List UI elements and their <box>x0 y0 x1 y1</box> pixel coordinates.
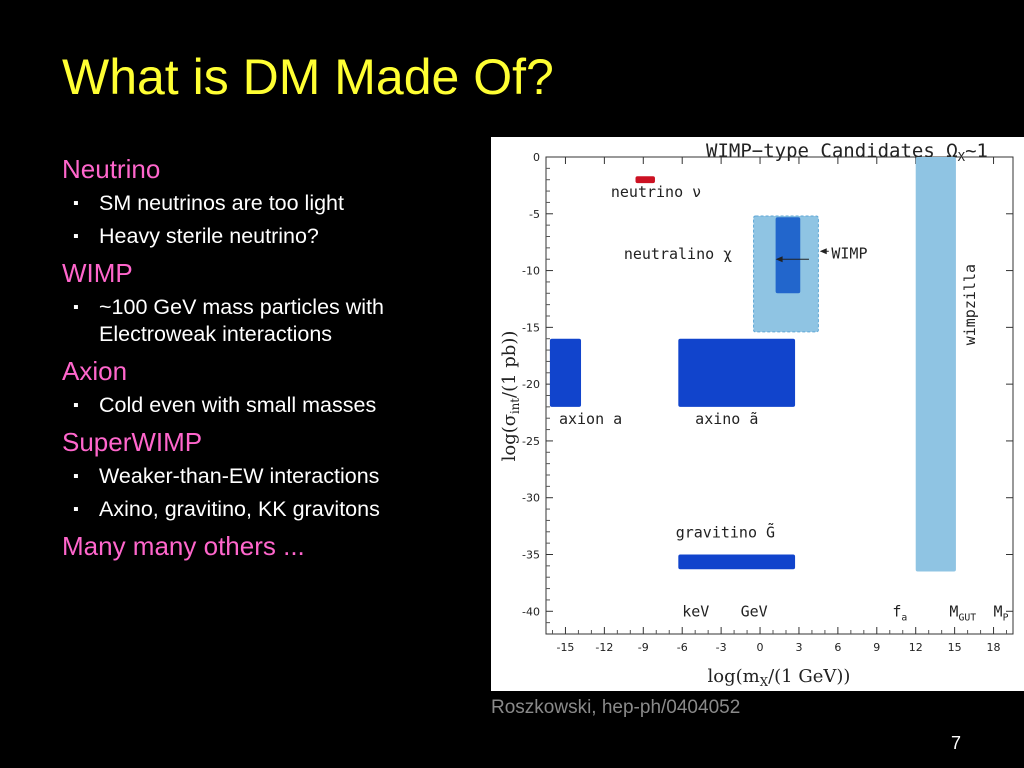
page-number: 7 <box>951 733 962 753</box>
section-title: Neutrino <box>62 154 161 184</box>
y-tick-label: -10 <box>522 265 540 278</box>
x-tick-label: 18 <box>987 641 1001 654</box>
region-label-gravitino: gravitino G̃ <box>676 523 775 542</box>
region-axion <box>549 338 582 407</box>
annotation-4: MGUT <box>949 602 976 623</box>
region-label-neutrino: neutrino ν <box>611 183 701 201</box>
x-axis-label: log(mX/(1 GeV)) <box>708 666 851 689</box>
region-label-axion: axion a <box>559 410 622 428</box>
bullet-item: SM neutrinos are too light <box>62 190 462 217</box>
bullet-section: Many many others ... <box>62 529 462 563</box>
bullet-item: Heavy sterile neutrino? <box>62 223 462 250</box>
wimp-arrowhead <box>819 248 827 255</box>
y-tick-label: -5 <box>529 208 540 221</box>
wimp-candidates-chart: WIMP−type Candidates ΩX~1-15 -12 -9 -6 -3 0 3 6… <box>499 140 1014 689</box>
x-tick-label: 6 <box>834 641 841 654</box>
region-axino <box>678 338 796 407</box>
bullet-section: SuperWIMP Weaker-than-EW interactions Axi… <box>62 425 462 523</box>
region-neutralino <box>775 217 801 294</box>
section-items: Weaker-than-EW interactions Axino, gravit… <box>62 463 462 523</box>
y-tick-label: -15 <box>522 321 540 334</box>
region-wimpzilla <box>915 157 956 572</box>
bullet-list: Neutrino SM neutrinos are too light Heavy… <box>62 152 462 569</box>
region-gravitino <box>678 554 796 570</box>
x-tick-label: -12 <box>595 641 613 654</box>
region-neutrino <box>635 176 655 184</box>
y-tick-label: 0 <box>533 151 540 164</box>
x-tick-label: 9 <box>873 641 880 654</box>
annotation-1: keV <box>682 602 709 620</box>
bullet-section: Axion Cold even with small masses <box>62 354 462 419</box>
x-tick-label: -6 <box>677 641 688 654</box>
bullet-item: Cold even with small masses <box>62 392 462 419</box>
bullet-item: ~100 GeV mass particles with Electroweak… <box>62 294 462 348</box>
x-tick-label: -15 <box>556 641 574 654</box>
y-tick-label: -40 <box>522 605 540 618</box>
slide-title: What is DM Made Of? <box>62 49 554 105</box>
section-items: Cold even with small masses <box>62 392 462 419</box>
y-tick-label: -20 <box>522 378 540 391</box>
annotation-0: WIMP <box>831 245 867 263</box>
x-tick-label: 12 <box>909 641 923 654</box>
section-title: Axion <box>62 356 128 386</box>
y-tick-label: -35 <box>522 549 540 562</box>
y-axis-label: log(σint/(1 pb)) <box>499 331 522 462</box>
region-label-neutralino: neutralino χ <box>624 245 732 263</box>
bullet-section: WIMP ~100 GeV mass particles with Electr… <box>62 256 462 348</box>
region-label-wimpzilla: wimpzilla <box>961 264 979 345</box>
y-tick-label: -30 <box>522 492 540 505</box>
bullet-item: Axino, gravitino, KK gravitons <box>62 496 462 523</box>
annotation-3: fa <box>892 602 907 623</box>
x-tick-label: -9 <box>638 641 649 654</box>
section-items: ~100 GeV mass particles with Electroweak… <box>62 294 462 348</box>
x-tick-label: -3 <box>716 641 727 654</box>
section-items: SM neutrinos are too light Heavy sterile … <box>62 190 462 250</box>
bullet-section: Neutrino SM neutrinos are too light Heavy… <box>62 152 462 250</box>
section-title: WIMP <box>62 258 133 288</box>
annotation-5: MP <box>994 602 1009 623</box>
x-tick-label: 15 <box>948 641 962 654</box>
x-tick-label: 3 <box>795 641 802 654</box>
section-title: SuperWIMP <box>62 427 203 457</box>
section-title: Many many others ... <box>62 531 305 561</box>
y-tick-label: -25 <box>522 435 540 448</box>
x-tick-label: 0 <box>757 641 764 654</box>
region-label-axino: axino ã <box>695 410 758 428</box>
chart-figure: WIMP−type Candidates ΩX~1 -15 -12 -9 -6 -3 0 3 6… <box>491 137 1024 691</box>
annotation-2: GeV <box>741 602 768 620</box>
bullet-item: Weaker-than-EW interactions <box>62 463 462 490</box>
neutralino-arrowhead <box>775 256 783 263</box>
figure-caption: Roszkowski, hep-ph/0404052 <box>491 697 741 718</box>
